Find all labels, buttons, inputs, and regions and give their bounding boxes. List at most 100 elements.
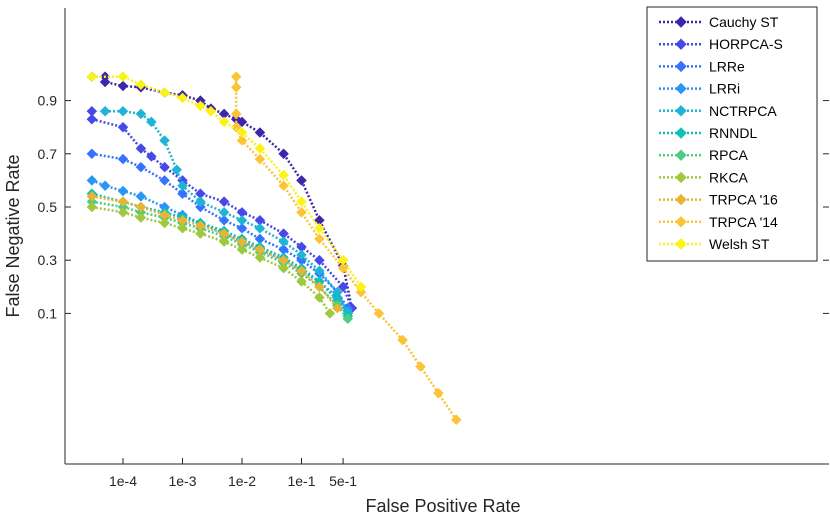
x-tick-label: 1e-1 [287, 473, 315, 489]
data-point [86, 113, 98, 125]
data-point [230, 71, 242, 83]
y-tick-label: 0.5 [38, 199, 58, 215]
data-point [205, 105, 217, 117]
data-point [324, 308, 336, 319]
data-point [278, 236, 289, 247]
data-point [86, 148, 98, 160]
data-point [397, 334, 408, 346]
data-point [135, 108, 147, 120]
legend-label: RPCA [709, 147, 749, 163]
data-point [230, 108, 242, 120]
legend-label: HORPCA-S [709, 36, 783, 52]
y-tick-label: 0.7 [38, 146, 58, 162]
data-point [86, 191, 98, 202]
data-point [254, 127, 266, 138]
data-point [278, 169, 289, 181]
data-point [218, 196, 230, 208]
y-tick-label: 0.3 [38, 252, 58, 268]
legend-swatch-marker [675, 60, 687, 73]
data-point [177, 214, 188, 226]
data-point [254, 143, 266, 154]
data-point [314, 254, 325, 266]
data-point [117, 153, 129, 165]
data-point [195, 228, 206, 239]
tick-layer: 1e-4 1e-3 1e-2 1e-1 5e-1 0.9 0.7 0.5 0.3 0.1 [38, 93, 829, 489]
legend-label: RNNDL [709, 125, 757, 141]
data-point [355, 281, 367, 293]
series-trpca-16 [86, 191, 343, 314]
data-point [146, 116, 157, 128]
data-point [230, 121, 242, 133]
data-point [195, 196, 206, 208]
data-point [135, 212, 147, 223]
data-point [337, 254, 349, 266]
data-point [159, 87, 170, 98]
data-point [296, 276, 307, 287]
legend: Cauchy ST HORPCA-S LRRe LRRi NCTRPCA RNNDL RPC… [646, 6, 818, 262]
data-point [314, 233, 325, 245]
data-point [278, 262, 289, 274]
legend-swatch-marker [675, 149, 687, 161]
data-point [254, 244, 266, 255]
y-tick-label: 0.1 [38, 305, 58, 321]
data-point [236, 214, 248, 226]
series-line [105, 109, 349, 314]
legend-swatch-marker [675, 105, 687, 117]
data-point [296, 175, 307, 186]
data-point [342, 313, 354, 325]
data-point [86, 71, 98, 83]
data-point [236, 244, 248, 255]
series-welsh-st [86, 71, 367, 293]
data-point [296, 265, 307, 277]
legend-swatch-marker [675, 82, 687, 95]
data-point [159, 209, 170, 221]
data-point [99, 180, 111, 192]
data-point [177, 180, 188, 192]
legend-swatch-marker [675, 238, 687, 250]
data-point [218, 236, 230, 247]
data-point [146, 151, 157, 162]
series-line [90, 111, 353, 309]
data-point [86, 175, 98, 186]
legend-label: Cauchy ST [709, 14, 779, 30]
data-point [450, 414, 462, 426]
data-point [159, 175, 170, 186]
x-axis-label: False Positive Rate [365, 496, 520, 516]
data-point [195, 100, 206, 112]
data-point [314, 265, 325, 277]
data-point [117, 80, 129, 92]
data-point [314, 222, 325, 234]
data-point [159, 135, 170, 146]
data-point [433, 387, 444, 399]
data-point [296, 249, 307, 261]
data-point [117, 121, 129, 133]
data-point [314, 281, 325, 293]
legend-swatch-marker [675, 38, 687, 50]
data-point [314, 292, 325, 303]
data-point [337, 281, 349, 293]
legend-label: TRPCA '16 [709, 192, 778, 208]
data-point [254, 153, 266, 165]
data-point [218, 228, 230, 239]
data-point [278, 180, 289, 192]
series-line [91, 75, 363, 288]
data-point [278, 148, 289, 160]
legend-swatch-marker [675, 16, 687, 28]
data-point [171, 164, 183, 176]
data-point [296, 196, 307, 208]
x-tick-label: 5e-1 [329, 473, 357, 489]
data-point [218, 214, 230, 226]
data-point [117, 206, 129, 218]
legend-label: LRRe [709, 58, 745, 74]
x-tick-label: 1e-2 [228, 473, 256, 489]
data-point [177, 188, 188, 200]
data-point [415, 361, 426, 372]
data-point [159, 217, 170, 229]
data-point [236, 116, 248, 128]
data-point [254, 222, 266, 234]
data-point [177, 222, 188, 234]
data-point [195, 220, 206, 231]
data-point [135, 161, 147, 173]
data-point [218, 116, 230, 128]
